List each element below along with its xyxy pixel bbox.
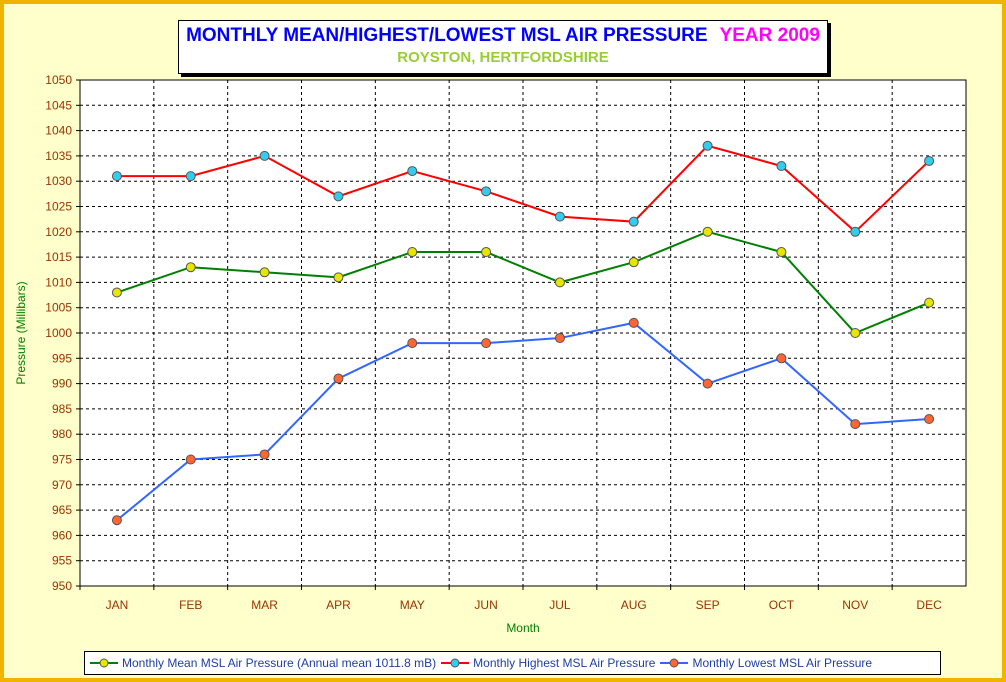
y-tick-label: 1020 [45, 225, 72, 239]
series-line-2 [116, 321, 930, 521]
data-point [481, 186, 492, 197]
y-axis-ticks: 950 955 960 965 970 975 980 985 990 995 1000 1005 10… [45, 73, 72, 593]
data-point [333, 191, 344, 202]
data-point [111, 287, 122, 298]
x-tick-label: JAN [106, 598, 129, 612]
x-axis-title: Month [506, 621, 539, 635]
x-tick-label: JUL [549, 598, 571, 612]
y-tick-label: 1030 [45, 174, 72, 188]
legend-label: Monthly Lowest MSL Air Pressure [692, 656, 873, 670]
y-tick-label: 1045 [45, 98, 72, 112]
legend-label: Monthly Highest MSL Air Pressure [473, 656, 656, 670]
data-point [185, 171, 196, 182]
chart-legend: Monthly Mean MSL Air Pressure (Annual me… [84, 651, 941, 675]
data-point [850, 328, 861, 338]
data-point [628, 317, 639, 328]
x-tick-label: DEC [916, 598, 942, 612]
data-point [407, 338, 418, 349]
y-tick-label: 975 [52, 453, 72, 467]
legend-swatch [90, 658, 118, 668]
x-tick-label: FEB [179, 598, 202, 612]
data-point [407, 166, 418, 177]
chart-title-year: YEAR 2009 [719, 25, 820, 46]
x-tick-label: JUN [474, 598, 497, 612]
legend-item-2: Monthly Lowest MSL Air Pressure [659, 656, 872, 670]
data-point [628, 216, 639, 227]
data-point [259, 449, 270, 460]
y-tick-label: 990 [52, 377, 72, 391]
x-tick-label: APR [326, 598, 351, 612]
data-point [259, 267, 270, 278]
y-tick-label: 970 [52, 478, 72, 492]
y-tick-label: 1035 [45, 149, 72, 163]
data-point [702, 226, 713, 237]
grid-lines [76, 79, 966, 590]
data-point [776, 161, 787, 172]
data-point [111, 171, 122, 182]
y-tick-label: 1010 [45, 275, 72, 289]
data-point [333, 373, 344, 384]
series-line-0 [116, 230, 930, 335]
x-tick-label: SEP [696, 598, 720, 612]
series-lines [111, 140, 935, 526]
data-point [185, 262, 196, 273]
data-point [776, 247, 787, 258]
x-tick-label: MAY [400, 598, 425, 612]
legend-item-1: Monthly Highest MSL Air Pressure [440, 656, 655, 670]
y-tick-label: 995 [52, 351, 72, 365]
y-tick-label: 1015 [45, 250, 72, 264]
data-point [554, 277, 565, 288]
y-tick-label: 965 [52, 503, 72, 517]
data-point [924, 414, 935, 425]
series-line-1 [116, 144, 930, 234]
y-tick-label: 985 [52, 402, 72, 416]
y-tick-label: 1005 [45, 301, 72, 315]
data-point [554, 333, 565, 344]
y-tick-label: 1025 [45, 200, 72, 214]
y-tick-label: 950 [52, 579, 72, 593]
y-tick-label: 1050 [45, 73, 72, 87]
legend-label: Monthly Mean MSL Air Pressure (Annual me… [122, 656, 437, 670]
y-axis-title: Pressure (Millibars) [14, 281, 28, 384]
data-point [776, 353, 787, 364]
data-point [702, 378, 713, 389]
x-axis-ticks: JAN FEB MAR APR MAY JUN JUL AUG SEP OCT NOV DEC [106, 598, 943, 612]
x-tick-label: MAR [251, 598, 278, 612]
data-point [850, 419, 861, 430]
data-point [333, 272, 344, 283]
legend-swatch [660, 658, 689, 668]
y-tick-label: 1000 [45, 326, 72, 340]
data-point [481, 247, 492, 258]
data-point [554, 211, 565, 222]
data-point [628, 257, 639, 268]
x-tick-label: AUG [621, 598, 647, 612]
data-point [407, 247, 418, 258]
data-point [924, 297, 935, 308]
y-tick-label: 960 [52, 528, 72, 542]
data-point [924, 155, 935, 166]
data-point [185, 454, 196, 465]
data-point [481, 338, 492, 349]
data-point [111, 515, 122, 526]
y-tick-label: 980 [52, 427, 72, 441]
x-tick-label: NOV [842, 598, 868, 612]
chart-title-box: MONTHLY MEAN/HIGHEST/LOWEST MSL AIR PRES… [178, 20, 828, 74]
y-tick-label: 1040 [45, 124, 72, 138]
data-point [702, 140, 713, 151]
data-point [259, 150, 270, 161]
chart-title: MONTHLY MEAN/HIGHEST/LOWEST MSL AIR PRES… [186, 25, 708, 46]
legend-item-0: Monthly Mean MSL Air Pressure (Annual me… [89, 656, 436, 670]
legend-swatch [441, 658, 470, 668]
data-point [850, 226, 861, 237]
y-tick-label: 955 [52, 554, 72, 568]
chart-subtitle: ROYSTON, HERTFORDSHIRE [397, 49, 609, 66]
x-tick-label: OCT [769, 598, 795, 612]
